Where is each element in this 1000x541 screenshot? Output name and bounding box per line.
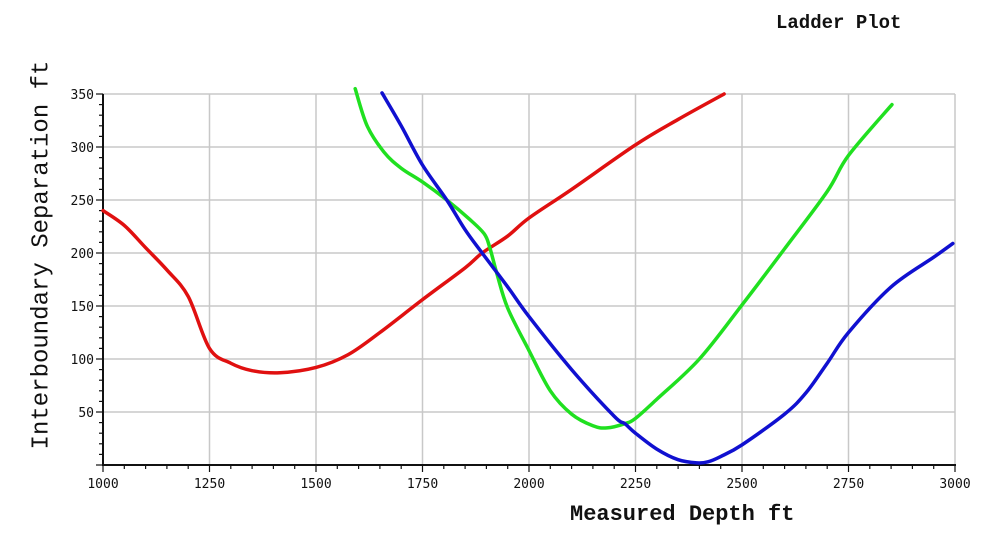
- data-series: [101, 86, 955, 465]
- axes: 1000 1250 1500 1750 2000 2250 2500 2750 3000 50 10…: [71, 88, 971, 492]
- x-tick-label: 1250: [194, 477, 225, 492]
- y-tick-label: 200: [71, 247, 94, 262]
- x-tick-label: 3000: [939, 477, 970, 492]
- y-tick-label: 250: [71, 194, 94, 209]
- y-axis-title: Interboundary Separation ft: [28, 60, 56, 450]
- x-tick-label: 2250: [620, 477, 651, 492]
- series-line-green: [353, 86, 894, 430]
- chart-title: Ladder Plot: [776, 12, 902, 34]
- x-tick-label: 2000: [513, 477, 544, 492]
- y-tick-label: 300: [71, 141, 94, 156]
- y-tick-label: 100: [71, 353, 94, 368]
- series-line-blue: [380, 91, 955, 465]
- x-tick-label: 1500: [300, 477, 331, 492]
- x-tick-label: 1000: [87, 477, 118, 492]
- series-line-red: [101, 92, 726, 375]
- x-tick-label: 1750: [407, 477, 438, 492]
- x-tick-label: 2500: [726, 477, 757, 492]
- y-tick-label: 50: [78, 406, 94, 421]
- x-axis-title: Measured Depth ft: [570, 502, 795, 527]
- y-tick-label: 150: [71, 300, 94, 315]
- y-tick-label: 350: [71, 88, 94, 103]
- x-tick-label: 2750: [833, 477, 864, 492]
- grid-lines: [103, 93, 956, 465]
